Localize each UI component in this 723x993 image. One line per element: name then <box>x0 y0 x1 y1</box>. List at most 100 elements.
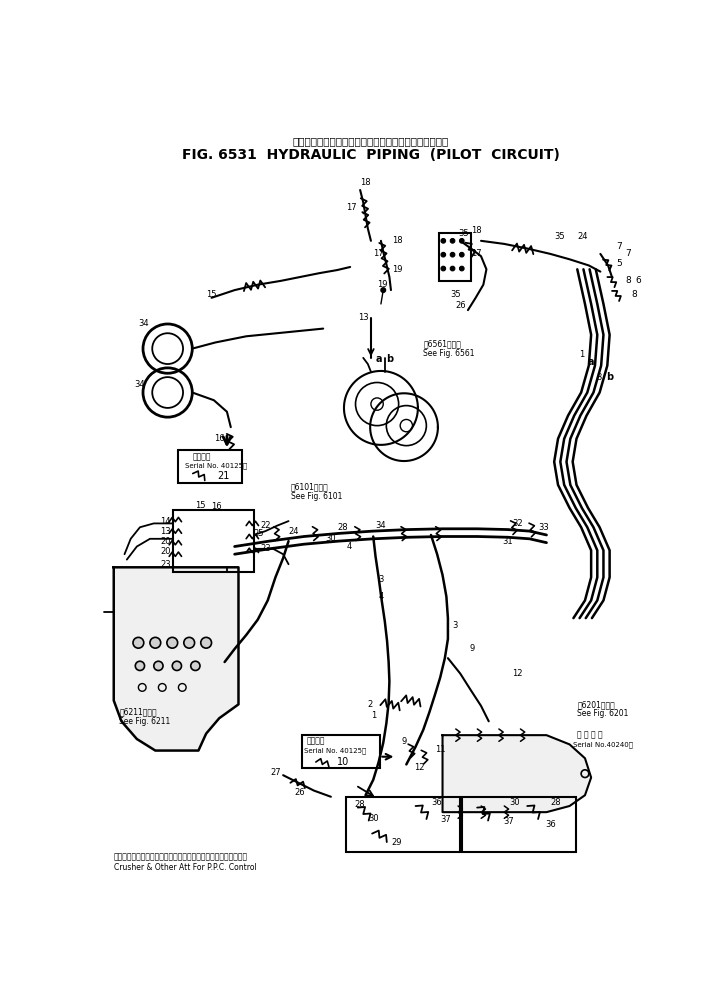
Bar <box>301 735 380 768</box>
Text: 9: 9 <box>469 644 475 653</box>
Text: 23: 23 <box>260 544 270 553</box>
Bar <box>346 796 461 852</box>
Text: FIG. 6531  HYDRAULIC  PIPING  (PILOT  CIRCUIT): FIG. 6531 HYDRAULIC PIPING (PILOT CIRCUI… <box>182 148 560 163</box>
Text: 26: 26 <box>455 301 466 310</box>
Text: 37: 37 <box>440 815 451 824</box>
Circle shape <box>135 661 145 670</box>
Text: Crusher & Other Att For P.P.C. Control: Crusher & Other Att For P.P.C. Control <box>114 863 257 872</box>
Text: 14: 14 <box>160 516 171 525</box>
Text: 17: 17 <box>346 204 357 213</box>
Text: 22: 22 <box>260 521 270 530</box>
Text: 30: 30 <box>368 814 378 823</box>
Text: 8: 8 <box>631 290 637 299</box>
Text: 35: 35 <box>450 290 461 299</box>
Bar <box>439 233 471 281</box>
Text: 26: 26 <box>294 788 304 797</box>
Text: 16: 16 <box>212 502 222 511</box>
Circle shape <box>191 661 200 670</box>
Circle shape <box>201 638 212 648</box>
Text: ハイドロリック　パイピング　パイロット　サーキット: ハイドロリック パイピング パイロット サーキット <box>293 136 449 146</box>
Text: 13: 13 <box>358 314 369 323</box>
Text: 30: 30 <box>510 798 520 807</box>
Text: 12: 12 <box>512 669 522 678</box>
Text: 35: 35 <box>555 231 565 240</box>
Text: 21: 21 <box>217 471 229 481</box>
Text: 7: 7 <box>625 249 630 258</box>
Text: 8: 8 <box>625 276 630 285</box>
Text: b: b <box>386 355 393 364</box>
Text: 36: 36 <box>545 820 556 829</box>
Text: 3: 3 <box>596 372 602 381</box>
Text: 19: 19 <box>377 280 388 289</box>
Text: 12: 12 <box>414 763 424 772</box>
Text: 15: 15 <box>206 290 217 299</box>
Text: 16: 16 <box>214 434 224 443</box>
Circle shape <box>172 661 181 670</box>
Text: 24: 24 <box>288 526 299 535</box>
Text: 2: 2 <box>368 700 373 709</box>
Text: See Fig. 6201: See Fig. 6201 <box>577 709 629 718</box>
Text: クラッシャ＆アザーアタッチメントＰ．Ｐ．Ｃ．コントロール用: クラッシャ＆アザーアタッチメントＰ．Ｐ．Ｃ．コントロール用 <box>114 852 248 861</box>
Text: 19: 19 <box>393 265 403 274</box>
Text: 1: 1 <box>371 711 376 720</box>
Text: 適用号機: 適用号機 <box>192 452 211 461</box>
Circle shape <box>460 252 464 257</box>
Circle shape <box>150 638 161 648</box>
Text: a: a <box>587 357 594 367</box>
Text: 第6211図参照: 第6211図参照 <box>119 708 157 717</box>
Text: 1: 1 <box>579 350 584 358</box>
Circle shape <box>450 238 455 243</box>
Text: 34: 34 <box>375 521 386 530</box>
Text: 10: 10 <box>337 757 349 768</box>
Text: 18: 18 <box>471 226 482 235</box>
Text: See Fig. 6561: See Fig. 6561 <box>423 349 475 357</box>
Text: 31: 31 <box>502 536 513 545</box>
Text: 3: 3 <box>379 575 384 584</box>
Text: 20: 20 <box>160 536 171 545</box>
Text: 18: 18 <box>393 236 403 245</box>
Text: 6: 6 <box>636 276 641 285</box>
Text: 4: 4 <box>346 542 351 551</box>
Text: 28: 28 <box>550 798 561 807</box>
Text: 27: 27 <box>271 768 281 777</box>
Text: 34: 34 <box>138 319 149 328</box>
Circle shape <box>450 252 455 257</box>
Text: b: b <box>607 372 614 382</box>
Text: 28: 28 <box>337 522 348 532</box>
Text: 33: 33 <box>539 522 549 532</box>
Text: 11: 11 <box>435 745 445 754</box>
Text: 3: 3 <box>453 622 458 631</box>
Text: Serial No. 40125～: Serial No. 40125～ <box>304 748 366 754</box>
Text: 適用号機: 適用号機 <box>307 737 325 746</box>
Polygon shape <box>114 567 239 751</box>
Circle shape <box>441 252 445 257</box>
Text: 25: 25 <box>254 529 265 538</box>
Bar <box>462 796 576 852</box>
Circle shape <box>154 661 163 670</box>
Text: 28: 28 <box>354 800 364 809</box>
Circle shape <box>450 266 455 271</box>
Text: See Fig. 6101: See Fig. 6101 <box>291 492 342 500</box>
Text: Serial No. 40125～: Serial No. 40125～ <box>184 463 247 469</box>
Text: Serial No.40240～: Serial No.40240～ <box>573 741 633 748</box>
Text: 適 用 号 機: 適 用 号 機 <box>577 731 603 740</box>
Text: 9: 9 <box>402 737 407 746</box>
Text: See Fig. 6211: See Fig. 6211 <box>119 717 171 726</box>
Text: 17: 17 <box>471 249 482 258</box>
Circle shape <box>441 266 445 271</box>
Text: 24: 24 <box>577 231 588 240</box>
Polygon shape <box>442 735 591 812</box>
Text: 第6561図参照: 第6561図参照 <box>423 340 461 349</box>
Circle shape <box>167 638 178 648</box>
Text: 34: 34 <box>134 380 145 389</box>
Text: 32: 32 <box>512 519 523 528</box>
Text: 30: 30 <box>325 534 336 543</box>
Circle shape <box>381 288 385 292</box>
Text: 第6201図参照: 第6201図参照 <box>577 700 615 709</box>
Text: 17: 17 <box>373 249 384 258</box>
Circle shape <box>184 638 194 648</box>
Text: 23: 23 <box>160 560 171 569</box>
Circle shape <box>441 238 445 243</box>
Bar <box>173 510 254 572</box>
Text: 5: 5 <box>616 259 622 268</box>
